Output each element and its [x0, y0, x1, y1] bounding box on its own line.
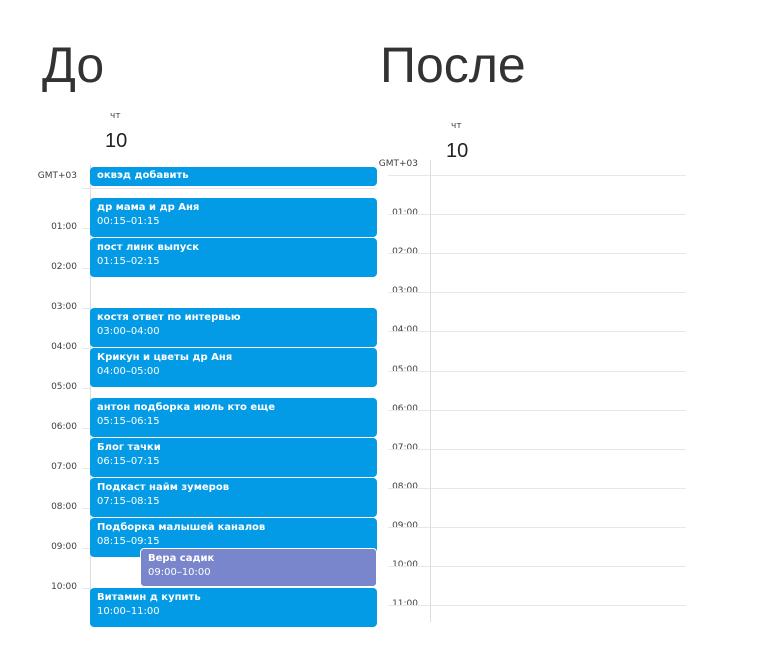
event-title: пост линк выпуск — [97, 242, 200, 253]
hour-label: 02:00 — [392, 247, 418, 257]
hour-label: 10:00 — [51, 582, 77, 592]
calendar-event[interactable]: пост линк выпуск 01:15–02:15 — [90, 238, 377, 277]
day-number[interactable]: 10 — [105, 130, 128, 152]
hour-line — [388, 331, 686, 332]
hour-label: 03:00 — [392, 286, 418, 296]
hour-tick — [82, 388, 90, 389]
hour-tick — [82, 548, 90, 549]
event-title: Крикун и цветы др Аня — [97, 352, 233, 363]
calendar-event[interactable]: костя ответ по интервью 03:00–04:00 — [90, 308, 377, 347]
hour-tick — [82, 268, 90, 269]
calendar-event[interactable]: Вера садик 09:00–10:00 — [140, 548, 377, 587]
hour-tick — [82, 468, 90, 469]
hour-label: 01:00 — [392, 208, 418, 218]
event-title: Блог тачки — [97, 442, 161, 453]
calendar-event[interactable]: антон подборка июль кто еще 05:15–06:15 — [90, 398, 377, 437]
hour-line — [388, 449, 686, 450]
hour-line — [82, 188, 377, 189]
hour-tick — [82, 308, 90, 309]
calendar-event[interactable]: Крикун и цветы др Аня 04:00–05:00 — [90, 348, 377, 387]
event-time: 09:00–10:00 — [148, 567, 211, 578]
hour-line — [388, 605, 686, 606]
timezone-label: GMT+03 — [37, 171, 77, 181]
grid-divider — [90, 165, 91, 625]
hour-label: 05:00 — [51, 382, 77, 392]
hour-label: 04:00 — [392, 325, 418, 335]
hour-tick — [82, 348, 90, 349]
calendar-event[interactable]: Подкаст найм зумеров 07:15–08:15 — [90, 478, 377, 517]
hour-label: 02:00 — [51, 262, 77, 272]
event-title: Подборка малышей каналов — [97, 522, 266, 533]
hour-line — [388, 410, 686, 411]
hour-label: 08:00 — [392, 482, 418, 492]
hour-label: 07:00 — [392, 443, 418, 453]
event-title: Вера садик — [148, 553, 215, 564]
event-title: костя ответ по интервью — [97, 312, 241, 323]
hour-tick — [82, 508, 90, 509]
event-time: 04:00–05:00 — [97, 366, 160, 377]
hour-line — [388, 292, 686, 293]
event-time: 07:15–08:15 — [97, 496, 160, 507]
hour-tick — [82, 588, 90, 589]
grid-divider — [430, 160, 431, 622]
hour-label: 11:00 — [392, 599, 418, 609]
hour-label: 04:00 — [51, 342, 77, 352]
event-time: 10:00–11:00 — [97, 606, 160, 617]
event-title: др мама и др Аня — [97, 202, 200, 213]
event-title: антон подборка июль кто еще — [97, 402, 276, 413]
hour-label: 03:00 — [51, 302, 77, 312]
hour-line — [388, 175, 686, 176]
day-of-week: чт — [451, 121, 462, 131]
calendar-event[interactable]: Блог тачки 06:15–07:15 — [90, 438, 377, 477]
event-time: 08:15–09:15 — [97, 536, 160, 547]
event-time: 01:15–02:15 — [97, 256, 160, 267]
event-title: Подкаст найм зумеров — [97, 482, 230, 493]
day-of-week: чт — [110, 111, 121, 121]
event-time: 00:15–01:15 — [97, 216, 160, 227]
hour-label: 09:00 — [392, 521, 418, 531]
hour-label: 01:00 — [51, 222, 77, 232]
hour-label: 07:00 — [51, 462, 77, 472]
event-time: 06:15–07:15 — [97, 456, 160, 467]
event-time: 05:15–06:15 — [97, 416, 160, 427]
hour-label: 08:00 — [51, 502, 77, 512]
hour-label: 06:00 — [51, 422, 77, 432]
day-number[interactable]: 10 — [446, 140, 469, 162]
calendar-event[interactable]: Витамин д купить 10:00–11:00 — [90, 588, 377, 627]
hour-tick — [82, 428, 90, 429]
hour-line — [388, 527, 686, 528]
hour-line — [388, 566, 686, 567]
hour-label: 10:00 — [392, 560, 418, 570]
hour-line — [388, 253, 686, 254]
event-title: Витамин д купить — [97, 592, 201, 603]
hour-line — [388, 214, 686, 215]
before-heading: До — [42, 37, 105, 93]
allday-event[interactable]: оквэд добавить — [90, 167, 377, 186]
hour-line — [388, 488, 686, 489]
hour-label: 05:00 — [392, 365, 418, 375]
hour-label: 06:00 — [392, 404, 418, 414]
timezone-label: GMT+03 — [378, 159, 418, 169]
hour-label: 09:00 — [51, 542, 77, 552]
event-time: 03:00–04:00 — [97, 326, 160, 337]
hour-line — [388, 371, 686, 372]
hour-tick — [82, 228, 90, 229]
calendar-event[interactable]: др мама и др Аня 00:15–01:15 — [90, 198, 377, 237]
after-heading: После — [380, 37, 526, 93]
